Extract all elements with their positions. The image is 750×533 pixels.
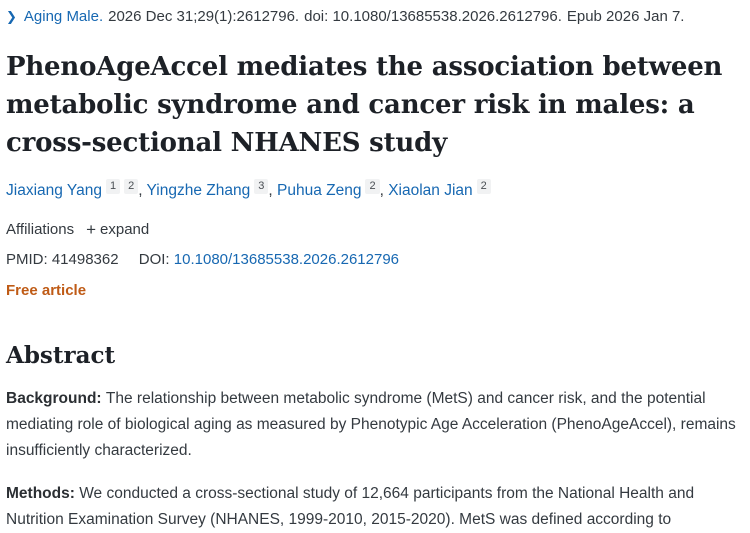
doi-citation-text: doi: 10.1080/13685538.2026.2612796. (304, 8, 562, 25)
journal-citation-banner: ❯ Aging Male. 2026 Dec 31;29(1):2612796.… (6, 8, 740, 25)
author-link[interactable]: Puhua Zeng (277, 182, 362, 199)
epub-text: Epub 2026 Jan 7. (566, 8, 685, 25)
author-affiliation-superscript[interactable]: 2 (365, 179, 380, 194)
author-separator: , (268, 182, 277, 199)
article-title: PhenoAgeAccel mediates the association b… (6, 52, 723, 158)
abstract-body: Background: The relationship between met… (6, 386, 740, 533)
journal-link[interactable]: Aging Male. (23, 8, 104, 25)
author-affiliation-superscript[interactable]: 3 (254, 179, 269, 194)
author-affiliation-superscript[interactable]: 1 (105, 179, 121, 194)
author-link[interactable]: Xiaolan Jian (388, 182, 473, 199)
citation-text: 2026 Dec 31;29(1):2612796. (108, 8, 300, 25)
author-separator: , (379, 182, 389, 199)
abstract-section-text: The relationship between metabolic syndr… (6, 390, 736, 459)
pmid-value: 41498362 (51, 251, 119, 268)
abstract-section-label: Background: (6, 390, 106, 407)
affiliations-row: Affiliations + expand (6, 221, 740, 238)
abstract-heading: Abstract (6, 342, 116, 369)
doi-label: DOI: (138, 251, 170, 268)
pmid-label: PMID: (6, 251, 48, 268)
abstract-section-label: Methods: (6, 485, 80, 502)
free-article-badge: Free article (6, 282, 87, 299)
identifiers-row: PMID: 41498362 DOI: 10.1080/13685538.202… (6, 251, 740, 268)
author-affiliation-superscript[interactable]: 2 (124, 179, 139, 194)
author-link[interactable]: Jiaxiang Yang (6, 182, 102, 199)
author-separator: , (138, 182, 147, 199)
author-link[interactable]: Yingzhe Zhang (146, 182, 251, 199)
abstract-paragraph: Methods: We conducted a cross-sectional … (6, 481, 740, 533)
doi-link[interactable]: 10.1080/13685538.2026.2612796 (173, 251, 400, 268)
plus-icon: + (86, 220, 97, 239)
expand-label: expand (100, 221, 150, 238)
authors-list: Jiaxiang Yang 1 2, Yingzhe Zhang 3, Puhua Z… (6, 179, 740, 200)
author-affiliation-superscript[interactable]: 2 (476, 179, 491, 194)
abstract-section-text: We conducted a cross-sectional study of … (6, 485, 695, 528)
affiliations-label: Affiliations (6, 221, 75, 238)
abstract-paragraph: Background: The relationship between met… (6, 386, 740, 464)
expand-affiliations-button[interactable]: + expand (86, 221, 149, 238)
chevron-right-icon[interactable]: ❯ (6, 8, 17, 24)
